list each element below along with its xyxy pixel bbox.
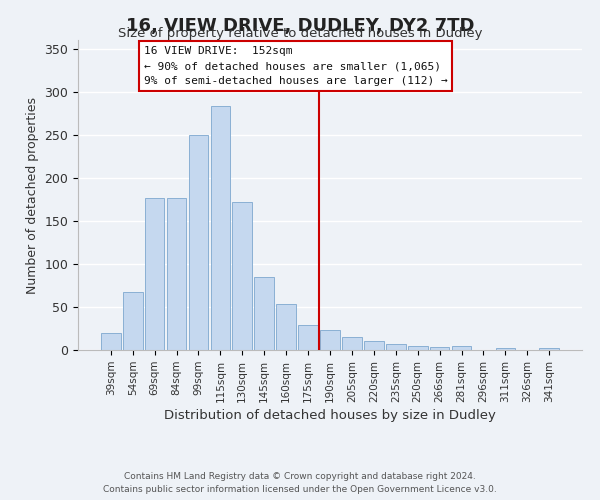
Bar — [364, 342, 384, 350]
Text: 16 VIEW DRIVE:  152sqm
← 90% of detached houses are smaller (1,065)
9% of semi-d: 16 VIEW DRIVE: 152sqm ← 90% of detached … — [143, 46, 448, 86]
Text: Contains HM Land Registry data © Crown copyright and database right 2024.
Contai: Contains HM Land Registry data © Crown c… — [103, 472, 497, 494]
Bar — [211, 106, 230, 350]
Bar — [101, 333, 121, 350]
Text: 16, VIEW DRIVE, DUDLEY, DY2 7TD: 16, VIEW DRIVE, DUDLEY, DY2 7TD — [126, 18, 474, 36]
Bar — [320, 330, 340, 350]
Bar — [386, 344, 406, 350]
Bar — [539, 348, 559, 350]
X-axis label: Distribution of detached houses by size in Dudley: Distribution of detached houses by size … — [164, 409, 496, 422]
Y-axis label: Number of detached properties: Number of detached properties — [26, 96, 39, 294]
Bar — [145, 198, 164, 350]
Bar — [342, 337, 362, 350]
Bar — [298, 325, 318, 350]
Bar — [430, 348, 449, 350]
Bar — [496, 348, 515, 350]
Bar — [408, 346, 428, 350]
Bar — [276, 304, 296, 350]
Bar — [167, 198, 187, 350]
Bar — [232, 202, 252, 350]
Bar — [254, 277, 274, 350]
Bar — [188, 134, 208, 350]
Bar — [452, 346, 472, 350]
Text: Size of property relative to detached houses in Dudley: Size of property relative to detached ho… — [118, 28, 482, 40]
Bar — [123, 292, 143, 350]
